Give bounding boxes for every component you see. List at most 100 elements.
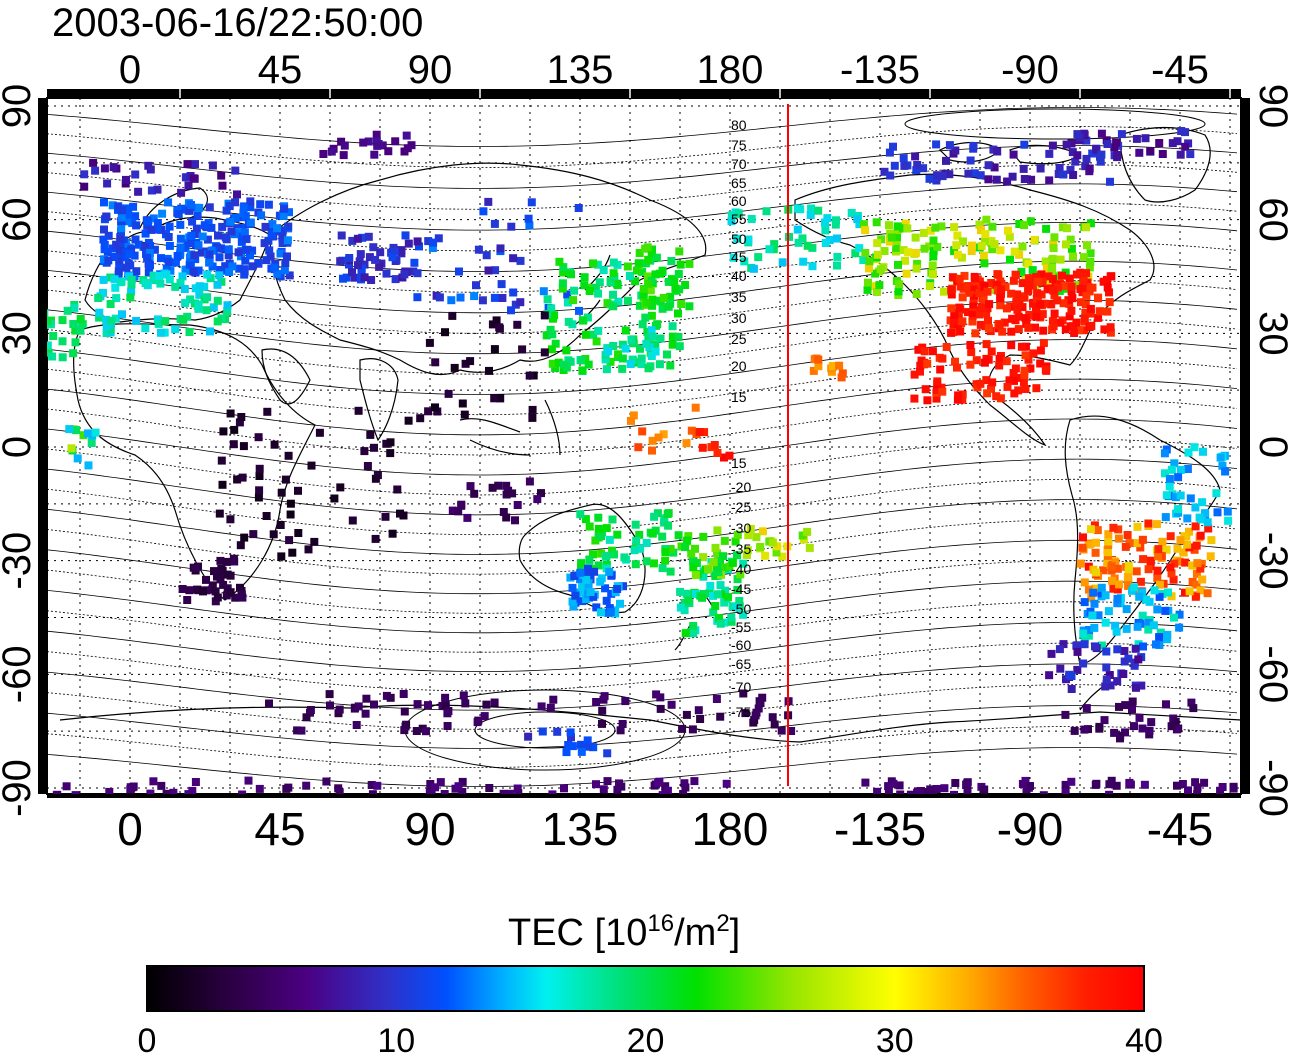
tec-data-point bbox=[1161, 513, 1170, 522]
tec-data-point bbox=[282, 784, 291, 793]
tec-data-point bbox=[900, 161, 909, 170]
tec-data-point bbox=[1061, 325, 1070, 334]
lat-tick-label: 30 bbox=[1251, 311, 1292, 356]
tec-data-point bbox=[399, 690, 408, 698]
tec-data-point bbox=[1088, 611, 1097, 620]
tec-data-point bbox=[865, 257, 874, 266]
tec-data-point bbox=[297, 726, 306, 735]
tec-data-point bbox=[1038, 277, 1047, 286]
tec-data-point bbox=[131, 212, 140, 221]
tec-data-point bbox=[966, 341, 975, 349]
tec-data-point bbox=[470, 292, 479, 301]
tec-data-point bbox=[1070, 726, 1079, 735]
tec-data-point bbox=[678, 724, 687, 733]
tec-data-point bbox=[91, 428, 100, 437]
tec-data-point bbox=[285, 271, 294, 280]
tec-data-point bbox=[490, 219, 499, 228]
tec-data-point bbox=[1193, 790, 1202, 794]
tec-data-point bbox=[217, 456, 226, 465]
tec-data-point bbox=[221, 262, 230, 271]
tec-data-point bbox=[1008, 172, 1017, 181]
tec-data-point bbox=[761, 551, 770, 560]
tec-data-point bbox=[602, 551, 611, 560]
tec-data-point bbox=[1113, 594, 1122, 603]
tec-data-point bbox=[676, 587, 685, 596]
tec-data-point bbox=[1013, 290, 1022, 299]
lat-tick-label: 0 bbox=[0, 436, 39, 458]
tec-data-point bbox=[1101, 682, 1110, 691]
tec-data-point bbox=[798, 531, 807, 540]
tec-data-point bbox=[952, 241, 961, 250]
tec-data-point bbox=[1050, 309, 1059, 318]
tec-data-point bbox=[911, 233, 920, 242]
tec-data-point bbox=[806, 211, 815, 219]
tec-data-point bbox=[1078, 543, 1087, 552]
tec-data-point bbox=[456, 293, 465, 302]
tec-data-point bbox=[279, 212, 288, 220]
tec-data-point bbox=[173, 252, 182, 260]
tec-data-point bbox=[1067, 139, 1076, 148]
tec-data-point bbox=[1030, 235, 1039, 244]
tec-data-point bbox=[1029, 349, 1038, 358]
tec-data-point bbox=[983, 304, 992, 313]
tec-data-point bbox=[1019, 164, 1028, 173]
tec-data-point bbox=[592, 603, 601, 612]
tec-data-point bbox=[1087, 525, 1095, 534]
tec-data-point bbox=[1067, 672, 1076, 680]
tec-data-point bbox=[124, 210, 133, 219]
tec-data-point bbox=[1135, 148, 1144, 157]
tec-data-point bbox=[263, 407, 272, 416]
tec-data-point bbox=[490, 698, 499, 707]
tec-data-point bbox=[928, 347, 937, 356]
tec-data-point bbox=[584, 564, 592, 573]
tec-data-point bbox=[584, 360, 593, 369]
tec-data-point bbox=[149, 275, 158, 284]
tec-data-point bbox=[1020, 221, 1029, 230]
tec-data-point bbox=[966, 156, 975, 165]
tec-data-point bbox=[1026, 782, 1034, 790]
tec-data-point bbox=[364, 232, 373, 241]
tec-data-point bbox=[736, 570, 745, 579]
tec-data-point bbox=[375, 262, 384, 271]
tec-data-point bbox=[1032, 306, 1040, 315]
tec-data-point bbox=[1027, 175, 1036, 184]
tec-data-point bbox=[666, 292, 675, 301]
top-axis-bar bbox=[47, 89, 1241, 98]
contour-label: -20 bbox=[731, 479, 751, 495]
tec-data-point bbox=[388, 253, 397, 262]
tec-data-point bbox=[646, 286, 655, 295]
tec-data-point bbox=[1175, 557, 1184, 566]
tec-data-point bbox=[750, 715, 759, 724]
tec-data-point bbox=[714, 557, 723, 566]
tec-data-point bbox=[975, 220, 984, 229]
tec-data-point bbox=[185, 328, 194, 336]
tec-data-point bbox=[1043, 285, 1052, 294]
tec-data-point bbox=[733, 234, 742, 243]
tec-data-point bbox=[980, 358, 989, 367]
tec-data-point bbox=[609, 290, 617, 299]
tec-data-point bbox=[231, 593, 240, 602]
tec-data-point bbox=[1056, 255, 1065, 264]
tec-data-point bbox=[141, 279, 150, 287]
tec-data-point bbox=[1049, 244, 1058, 253]
tec-data-point bbox=[503, 791, 512, 794]
tec-data-point bbox=[382, 269, 391, 278]
tec-data-point bbox=[914, 787, 922, 794]
contour-label: -40 bbox=[731, 561, 751, 577]
tec-data-point bbox=[592, 780, 600, 789]
tec-data-point bbox=[911, 248, 920, 257]
tec-data-point bbox=[403, 144, 412, 153]
tec-data-point bbox=[524, 732, 533, 741]
tec-data-point bbox=[1130, 583, 1139, 592]
tec-data-point bbox=[661, 782, 670, 791]
tec-data-point bbox=[648, 436, 657, 445]
tec-data-point bbox=[132, 221, 141, 230]
tec-data-point bbox=[674, 270, 683, 278]
tec-data-point bbox=[682, 710, 691, 719]
tec-data-point bbox=[1183, 514, 1192, 523]
tec-data-point bbox=[720, 536, 729, 545]
tec-data-point bbox=[1191, 522, 1200, 531]
tec-data-point bbox=[950, 310, 959, 319]
tec-data-point bbox=[684, 532, 693, 541]
tec-data-point bbox=[1069, 252, 1077, 261]
